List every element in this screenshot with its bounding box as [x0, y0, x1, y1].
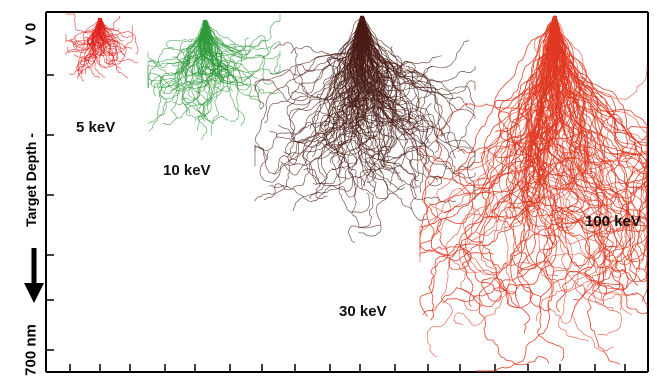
trajectory-path [361, 15, 457, 159]
trajectory-cloud-30kev [254, 15, 476, 244]
trajectory-path [254, 15, 363, 161]
trajectory-path [518, 15, 586, 191]
trajectory-path [77, 17, 102, 82]
trajectory-path [177, 19, 205, 122]
axis-bottom-label: 700 nm [22, 324, 40, 376]
trajectory-path [553, 15, 648, 283]
trajectory-path [181, 19, 210, 114]
trajectory-path [464, 16, 557, 270]
trajectory-path [206, 19, 251, 52]
trajectory-path [509, 15, 618, 251]
trajectory-path [545, 15, 648, 296]
trajectory-path [554, 15, 648, 169]
trajectory-path [147, 19, 205, 64]
trajectory-path [357, 15, 457, 203]
trajectory-path [362, 15, 433, 130]
trajectory-path [148, 19, 205, 82]
trajectory-path [322, 15, 370, 85]
trajectory-path [535, 15, 607, 322]
trajectory-path [421, 15, 574, 229]
energy-label-100kev: 100 keV [585, 213, 641, 230]
trajectory-path [345, 15, 403, 184]
trajectory-path [554, 15, 648, 308]
trajectory-path [298, 15, 383, 148]
trajectory-path [517, 15, 558, 297]
trajectory-path [343, 15, 383, 174]
trajectory-path [553, 15, 648, 225]
trajectory-path [100, 17, 124, 42]
trajectory-path [333, 15, 385, 139]
trajectory-path [525, 16, 558, 186]
trajectory-path [359, 15, 476, 120]
trajectory-path [553, 15, 612, 164]
trajectory-path [509, 15, 566, 224]
trajectory-path [509, 15, 609, 232]
trajectory-path [192, 19, 243, 75]
trajectory-path [555, 15, 586, 234]
axis-side-label: Target Depth - [23, 133, 39, 227]
trajectory-path [496, 15, 557, 223]
trajectory-cloud-5kev [65, 13, 139, 82]
energy-label-30kev: 30 keV [339, 303, 387, 320]
trajectory-path [336, 15, 439, 182]
trajectory-path [336, 15, 364, 126]
trajectory-path [98, 15, 121, 31]
trajectory-path [172, 19, 207, 105]
energy-label-5kev: 5 keV [76, 119, 116, 136]
trajectory-path [149, 19, 220, 92]
trajectory-path [544, 15, 648, 199]
trajectory-path [65, 17, 100, 43]
trajectory-path [521, 15, 560, 214]
trajectory-path [498, 15, 555, 156]
trajectory-path [356, 15, 419, 181]
trajectory-path [147, 19, 207, 95]
trajectory-path [511, 15, 581, 275]
trajectory-path [303, 15, 364, 192]
axis-top-label: V 0 [22, 22, 40, 46]
trajectory-path [455, 15, 555, 173]
frame-ticks [46, 74, 626, 372]
trajectory-path [458, 15, 556, 312]
plot-frame [45, 11, 649, 373]
trajectory-path [481, 15, 599, 309]
trajectory-path [419, 15, 557, 190]
trajectory-path [346, 15, 389, 94]
trajectory-path [554, 15, 648, 233]
trajectory-path [533, 16, 648, 189]
trajectory-path [196, 19, 219, 132]
trajectory-path [206, 19, 281, 74]
trajectory-path [519, 15, 624, 262]
trajectory-path [360, 15, 417, 84]
trajectory-path [555, 15, 648, 262]
trajectory-path [74, 17, 100, 46]
trajectory-path [184, 19, 241, 77]
trajectory-path [205, 19, 281, 83]
trajectory-path [419, 15, 555, 317]
trajectory-path [99, 17, 114, 65]
trajectory-path [360, 15, 430, 187]
trajectory-path [554, 15, 648, 315]
trajectory-path [69, 17, 101, 47]
trajectory-path [358, 16, 420, 189]
trajectory-path [182, 19, 218, 118]
trajectory-cloud-10kev [147, 13, 281, 140]
trajectory-path [193, 19, 215, 125]
trajectory-path [75, 17, 100, 72]
trajectory-path [309, 15, 365, 130]
trajectory-path [362, 15, 420, 112]
trajectory-path [478, 15, 556, 297]
trajectory-path [205, 20, 228, 70]
trajectory-path [98, 17, 125, 56]
energy-label-10kev: 10 keV [163, 162, 211, 179]
trajectory-path [361, 15, 432, 125]
trajectory-path [92, 17, 102, 48]
trajectory-cloud-100kev [419, 15, 648, 372]
trajectory-path [96, 17, 117, 43]
depth-arrow-icon [24, 248, 44, 303]
trajectory-path [531, 15, 644, 302]
